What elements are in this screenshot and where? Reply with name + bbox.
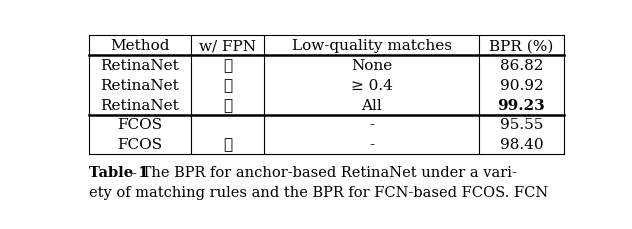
Text: 95.55: 95.55 [500, 118, 543, 132]
Text: ✓: ✓ [223, 59, 232, 73]
Text: All: All [362, 98, 382, 112]
Text: ✓: ✓ [223, 138, 232, 152]
Text: – The BPR for anchor-based RetinaNet under a vari-: – The BPR for anchor-based RetinaNet und… [125, 165, 516, 179]
Text: None: None [351, 59, 392, 73]
Text: 90.92: 90.92 [500, 79, 544, 93]
Text: RetinaNet: RetinaNet [100, 98, 179, 112]
Text: 99.23: 99.23 [497, 98, 545, 112]
Text: FCOS: FCOS [117, 138, 162, 152]
Text: Method: Method [110, 39, 169, 53]
Text: -: - [369, 138, 374, 152]
Text: Low-quality matches: Low-quality matches [291, 39, 452, 53]
Text: w/ FPN: w/ FPN [199, 39, 256, 53]
Text: RetinaNet: RetinaNet [100, 59, 179, 73]
Text: BPR (%): BPR (%) [489, 39, 554, 53]
Text: FCOS: FCOS [117, 118, 162, 132]
Text: RetinaNet: RetinaNet [100, 79, 179, 93]
Text: ety of matching rules and the BPR for FCN-based FCOS. FCN: ety of matching rules and the BPR for FC… [88, 185, 548, 199]
Text: ✓: ✓ [223, 79, 232, 93]
Text: 98.40: 98.40 [500, 138, 544, 152]
Text: -: - [369, 118, 374, 132]
Text: ✓: ✓ [223, 98, 232, 112]
Text: ≥ 0.4: ≥ 0.4 [351, 79, 392, 93]
Text: Table 1: Table 1 [88, 165, 149, 179]
Text: 86.82: 86.82 [500, 59, 544, 73]
